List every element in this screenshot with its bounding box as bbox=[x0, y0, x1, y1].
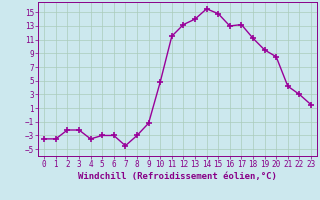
X-axis label: Windchill (Refroidissement éolien,°C): Windchill (Refroidissement éolien,°C) bbox=[78, 172, 277, 181]
